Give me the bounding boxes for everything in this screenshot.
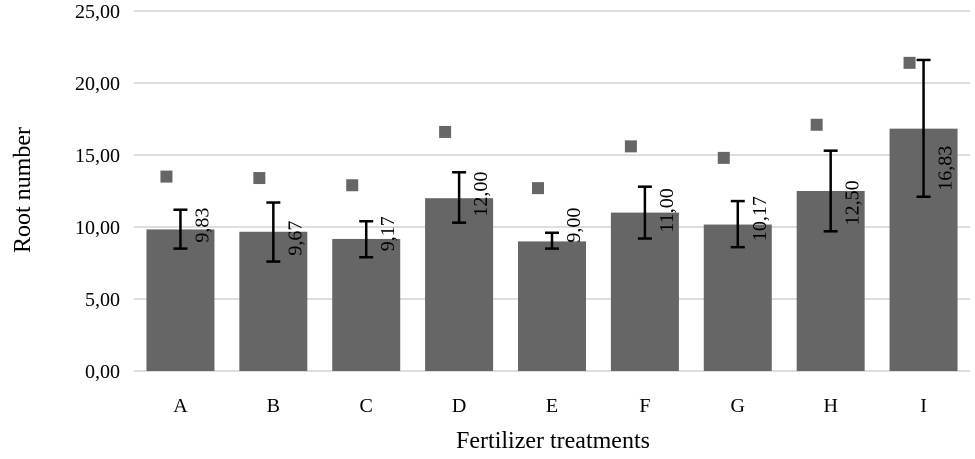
value-label-e: 9,00 (563, 208, 585, 243)
y-tick-label: 20,00 (75, 73, 120, 95)
marker-e (532, 182, 544, 195)
bars (146, 128, 958, 371)
value-label-g: 10,17 (749, 196, 771, 241)
bar-d (425, 198, 494, 371)
bar-a (146, 229, 215, 371)
value-label-f: 11,00 (656, 188, 678, 232)
bar-g (703, 224, 772, 371)
value-label-d: 12,00 (470, 172, 492, 217)
value-label-c: 9,17 (377, 216, 399, 251)
y-tick-label: 25,00 (75, 1, 120, 23)
x-tick-label-g: G (731, 395, 745, 417)
marker-b (253, 172, 266, 185)
marker-d (439, 125, 452, 138)
error-bars (173, 58, 931, 263)
x-tick-label-d: D (452, 395, 466, 417)
value-labels: 9,83 9,67 9,17 12,00 9,00 11,00 10,17 12,50 16,8… (191, 146, 956, 256)
marker-g (717, 151, 730, 164)
bar-c (332, 238, 401, 371)
y-tick-label: 5,00 (85, 289, 120, 311)
x-tick-label-i: I (920, 395, 927, 417)
x-tick-label-f: F (639, 395, 650, 417)
value-label-h: 12,50 (842, 180, 864, 225)
markers (160, 56, 916, 195)
y-axis-tick-labels: 0,00 5,00 10,00 15,00 20,00 25,00 (75, 1, 120, 383)
x-axis-tick-labels: A B C D E F G H I (173, 395, 927, 417)
y-axis-title: Root number (10, 127, 36, 253)
y-tick-label: 0,00 (85, 361, 120, 383)
x-axis-title: Fertilizer treatments (456, 428, 650, 454)
x-tick-label-a: A (173, 395, 188, 417)
value-label-b: 9,67 (284, 221, 306, 256)
marker-h (810, 118, 823, 131)
x-tick-label-e: E (546, 395, 558, 417)
marker-c (346, 179, 359, 192)
value-label-i: 16,83 (935, 146, 957, 191)
bar-e (518, 241, 586, 371)
y-tick-label: 10,00 (75, 217, 120, 239)
marker-a (160, 170, 173, 183)
y-tick-label: 15,00 (75, 145, 120, 167)
x-tick-label-c: C (360, 395, 373, 417)
marker-i (903, 56, 916, 69)
marker-f (624, 140, 637, 153)
x-tick-label-h: H (823, 395, 837, 417)
x-tick-label-b: B (267, 395, 280, 417)
value-label-a: 9,83 (191, 208, 213, 243)
